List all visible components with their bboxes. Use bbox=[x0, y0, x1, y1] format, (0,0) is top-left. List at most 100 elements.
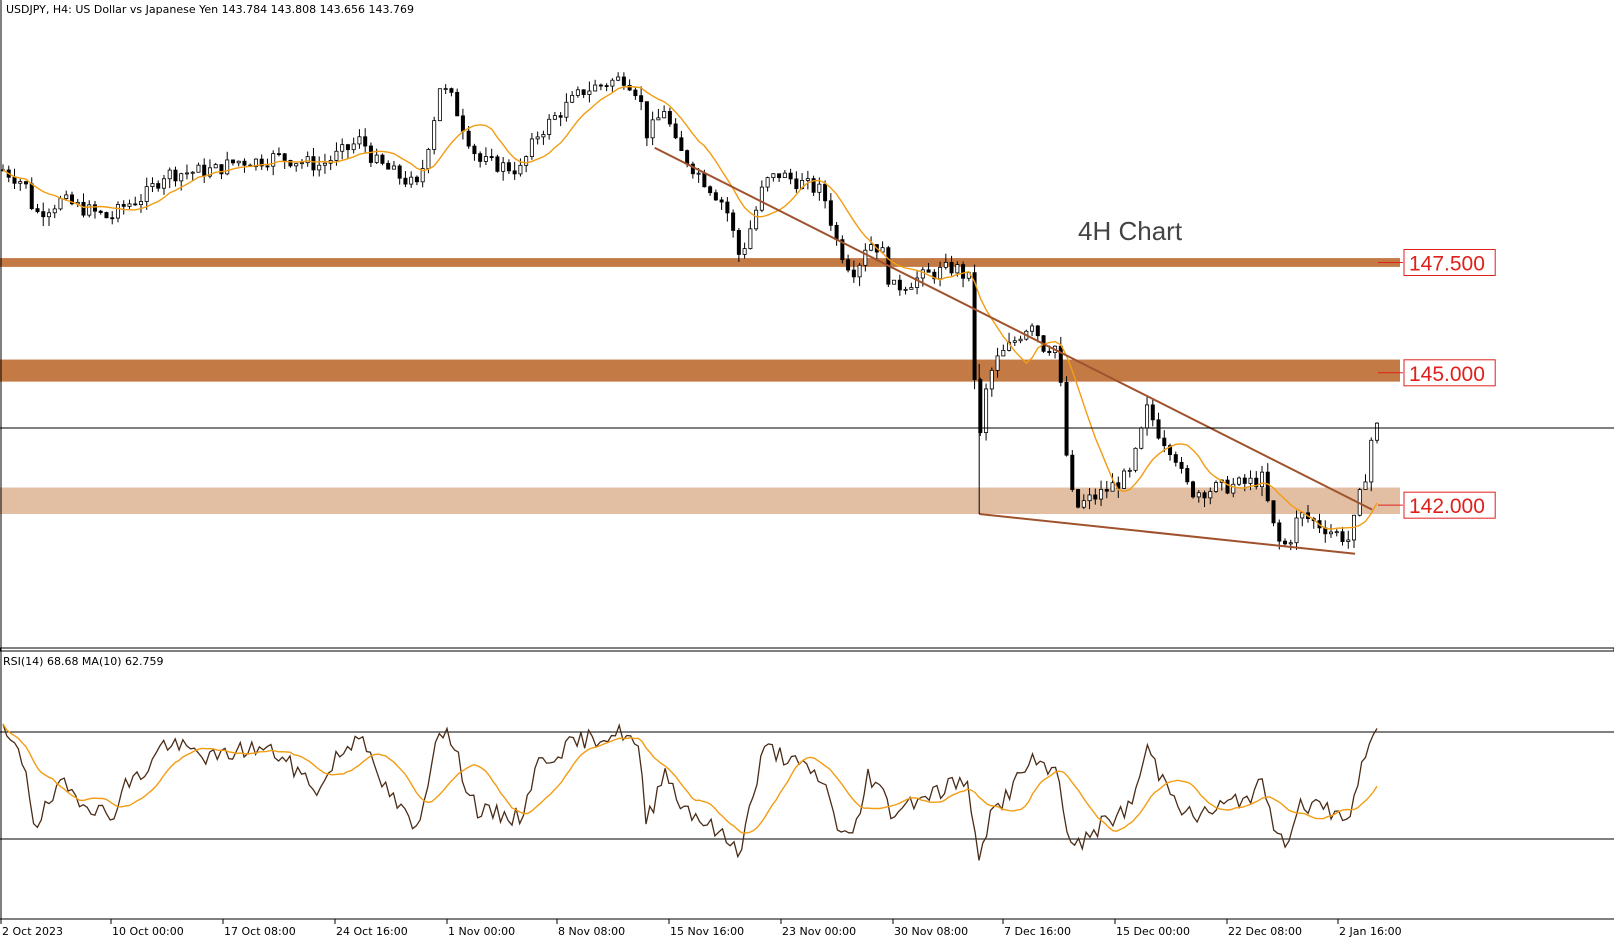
candle-body bbox=[788, 172, 793, 180]
candle-body bbox=[460, 115, 465, 132]
candle-body bbox=[765, 177, 770, 188]
candle-body bbox=[1179, 461, 1184, 469]
candle-body bbox=[754, 209, 759, 230]
candle-body bbox=[1047, 350, 1052, 353]
candle-body bbox=[512, 170, 517, 175]
time-tick-label: 10 Oct 00:00 bbox=[112, 925, 184, 938]
candle-body bbox=[1254, 477, 1259, 488]
candle-body bbox=[524, 156, 529, 166]
candle-body bbox=[1225, 479, 1230, 494]
candle-body bbox=[961, 264, 966, 279]
time-tick-label: 24 Oct 16:00 bbox=[336, 925, 408, 938]
time-tick-label: 7 Dec 16:00 bbox=[1004, 925, 1071, 938]
candle-body bbox=[115, 204, 120, 219]
candle-body bbox=[121, 204, 126, 207]
candle-body bbox=[932, 271, 937, 280]
rsi-ma-line bbox=[2, 723, 1378, 834]
candle-body bbox=[535, 136, 540, 140]
price-label-text: 142.000 bbox=[1409, 495, 1485, 518]
candle-body bbox=[742, 248, 747, 255]
candle-body bbox=[1277, 522, 1282, 542]
candle-body bbox=[1018, 338, 1023, 342]
candle-body bbox=[299, 162, 304, 165]
candle-body bbox=[276, 153, 281, 156]
time-tick-label: 1 Nov 00:00 bbox=[448, 925, 515, 938]
time-tick-label: 2 Oct 2023 bbox=[2, 925, 63, 938]
candle-body bbox=[1375, 422, 1380, 441]
candle-body bbox=[64, 194, 69, 200]
candle-body bbox=[1288, 542, 1293, 545]
candle-body bbox=[1081, 500, 1086, 508]
candle-body bbox=[771, 173, 776, 179]
zone-142.000 bbox=[0, 487, 1400, 514]
candle-body bbox=[219, 164, 224, 175]
downtrend-line[interactable] bbox=[654, 146, 1373, 511]
symbol-header: USDJPY, H4: US Dollar vs Japanese Yen 14… bbox=[6, 3, 414, 16]
candle-body bbox=[374, 154, 379, 163]
candle-body bbox=[1283, 540, 1288, 545]
candle-body bbox=[857, 264, 862, 278]
candle-body bbox=[167, 169, 172, 180]
candle-body bbox=[1208, 491, 1213, 499]
candle-body bbox=[282, 153, 287, 161]
candle-body bbox=[1122, 470, 1127, 489]
candle-body bbox=[288, 160, 293, 167]
pane-separator[interactable] bbox=[0, 647, 1614, 652]
support-trendline[interactable] bbox=[979, 513, 1356, 555]
candle-body bbox=[489, 156, 494, 158]
candle-body bbox=[368, 145, 373, 163]
candle-body bbox=[1162, 437, 1167, 447]
time-tick-label: 30 Nov 08:00 bbox=[894, 925, 968, 938]
candle-body bbox=[892, 279, 897, 285]
candle-body bbox=[633, 89, 638, 97]
candle-body bbox=[397, 165, 402, 179]
time-tick-label: 2 Jan 16:00 bbox=[1339, 925, 1402, 938]
candle-body bbox=[156, 183, 161, 189]
candle-body bbox=[1030, 325, 1035, 332]
candle-body bbox=[127, 203, 132, 207]
candle-body bbox=[1145, 404, 1150, 429]
candle-body bbox=[161, 178, 166, 189]
candle-body bbox=[644, 101, 649, 139]
candle-body bbox=[518, 164, 523, 175]
candle-body bbox=[621, 76, 626, 86]
candle-body bbox=[98, 210, 103, 213]
price-zones bbox=[0, 258, 1400, 514]
zone-147.500 bbox=[0, 258, 1400, 267]
candle-body bbox=[271, 153, 276, 167]
candle-body bbox=[294, 163, 299, 167]
candle-body bbox=[334, 150, 339, 161]
candle-body bbox=[736, 230, 741, 255]
candle-body bbox=[443, 88, 448, 90]
time-tick-label: 15 Nov 16:00 bbox=[670, 925, 744, 938]
candle-body bbox=[915, 277, 920, 288]
candle-body bbox=[667, 111, 672, 125]
candle-body bbox=[616, 76, 621, 81]
candle-body bbox=[317, 164, 322, 171]
candle-body bbox=[995, 355, 1000, 371]
candle-body bbox=[1340, 531, 1345, 542]
price-label-box bbox=[1403, 248, 1496, 276]
candle-body bbox=[449, 88, 454, 93]
rsi-line bbox=[2, 723, 1378, 861]
candle-body bbox=[1012, 340, 1017, 343]
candle-body bbox=[357, 136, 362, 145]
candle-body bbox=[1369, 439, 1374, 483]
candle-body bbox=[432, 120, 437, 150]
candle-body bbox=[863, 249, 868, 266]
candle-body bbox=[570, 94, 575, 103]
candle-body bbox=[23, 181, 28, 185]
candle-body bbox=[949, 261, 954, 274]
candle-body bbox=[345, 144, 350, 151]
candle-body bbox=[1076, 489, 1081, 508]
candle-body bbox=[138, 201, 143, 205]
candle-body bbox=[1214, 482, 1219, 492]
candle-body bbox=[322, 162, 327, 166]
candle-body bbox=[202, 164, 207, 177]
candle-body bbox=[1185, 468, 1190, 483]
candle-body bbox=[558, 115, 563, 118]
candle-body bbox=[575, 89, 580, 96]
candle-body bbox=[817, 183, 822, 193]
candle-body bbox=[1242, 477, 1247, 484]
candle-body bbox=[501, 162, 506, 172]
